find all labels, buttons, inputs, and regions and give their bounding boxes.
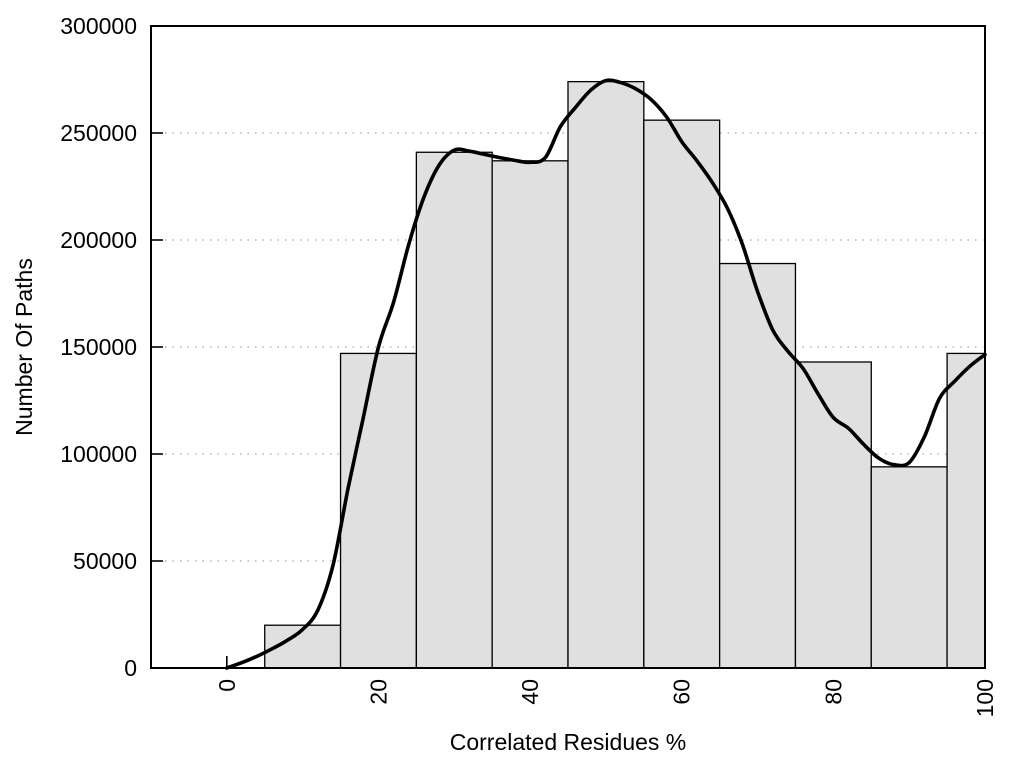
histogram-bar: [870, 466, 948, 669]
x-tick-label: 0: [214, 679, 240, 692]
histogram-bar: [718, 262, 797, 669]
histogram-bar: [794, 361, 872, 669]
x-axis-title: Correlated Residues %: [450, 729, 687, 755]
histogram-bar: [946, 352, 986, 669]
histogram-bar: [415, 151, 493, 669]
y-tick-label: 100000: [60, 441, 137, 467]
plot-layers: 0 50000 100000 150000 200000 250000 300000 0 20 4…: [60, 13, 998, 717]
y-tick-label: 0: [124, 655, 137, 681]
x-tick-label: 40: [517, 679, 543, 705]
y-tick-label: 200000: [60, 227, 137, 253]
x-tick-label: 20: [365, 679, 391, 705]
histogram-bar: [491, 160, 569, 669]
x-tick-label: 100: [972, 679, 998, 717]
y-tick-label: 150000: [60, 334, 137, 360]
y-tick-label: 250000: [60, 120, 137, 146]
y-tick-label: 300000: [60, 13, 137, 39]
density-curve: [225, 78, 987, 670]
histogram-bar: [339, 352, 418, 669]
y-tick-label: 50000: [73, 548, 137, 574]
x-tick-label: 80: [820, 679, 846, 705]
plot-border: [150, 25, 986, 669]
histogram-bar: [567, 80, 645, 669]
histogram-bar: [643, 119, 721, 669]
x-tick-label: 60: [669, 679, 695, 705]
y-axis-title: Number Of Paths: [11, 258, 37, 436]
